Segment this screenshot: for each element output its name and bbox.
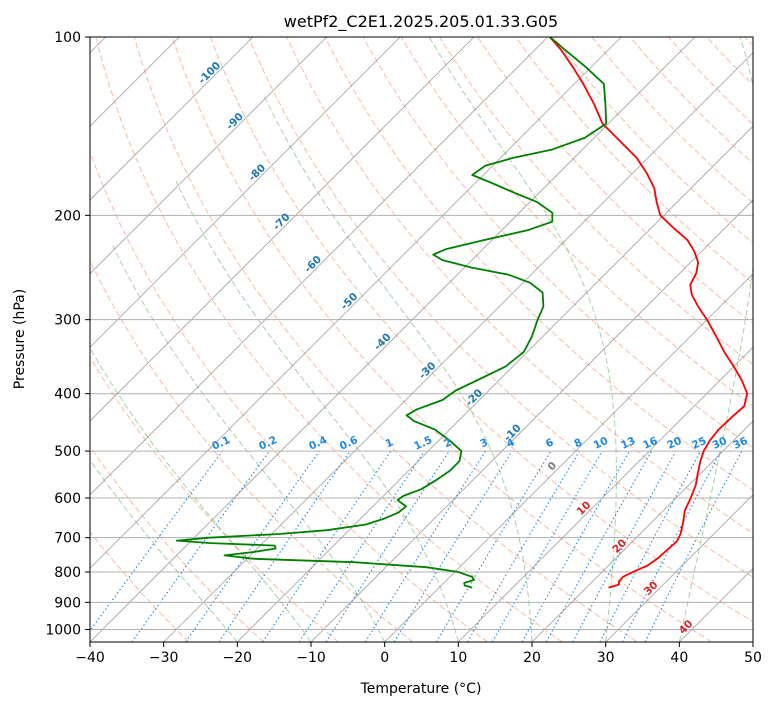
y-axis: 100 200 300 400 500 600 700 800 900 1000 (45, 30, 90, 638)
isotherm-line (237, 125, 753, 642)
dry-adiabat (324, 37, 753, 491)
dry-adiabat (438, 37, 753, 366)
mixing-ratio-line (467, 450, 580, 642)
mixing-ratio-label: 4 (505, 436, 517, 450)
isotherm-line (605, 494, 753, 642)
mixing-ratio-lines (90, 450, 743, 642)
mixing-ratio-label: 2 (442, 436, 454, 450)
mixing-ratio-line (393, 450, 513, 642)
dry-adiabat (95, 37, 563, 642)
isotherm-line (310, 199, 753, 642)
y-tick-label: 400 (54, 387, 81, 403)
mixing-ratio-line (364, 450, 486, 642)
y-tick-label: 1000 (45, 622, 81, 638)
mixing-ratio-label: 6 (544, 436, 556, 450)
isotherm-line (90, 37, 475, 422)
isotherm-line (90, 37, 254, 201)
moist-adiabat (752, 640, 753, 642)
y-tick-label: 600 (54, 491, 81, 507)
y-axis-label: Pressure (hPa) (12, 289, 28, 389)
mixing-ratio-line (218, 450, 351, 642)
mixing-ratio-label: 36 (731, 435, 749, 452)
mixing-ratio-line (185, 450, 320, 642)
chart-title: wetPf2_C2E1.2025.205.01.33.G05 (284, 12, 558, 32)
y-tick-label: 200 (54, 208, 81, 224)
dry-adiabat (210, 37, 753, 623)
dry-adiabat (133, 37, 638, 642)
dry-adiabat (515, 37, 753, 284)
dry-adiabat (286, 37, 753, 534)
isotherm-line (90, 37, 327, 275)
mixing-ratio-label: 13 (619, 435, 637, 452)
mixing-ratio-line (521, 450, 630, 642)
mixing-ratio-line (491, 450, 603, 642)
mixing-ratio-label: 10 (592, 435, 610, 452)
y-tick-label: 300 (54, 313, 81, 329)
x-tick-label: 0 (380, 650, 389, 666)
dry-adiabat (248, 37, 753, 578)
isotherm-line (90, 37, 401, 348)
dry-adiabat (90, 531, 190, 642)
skewed-isotherms (90, 37, 753, 642)
profile-series (175, 37, 749, 589)
y-tick-label: 700 (54, 531, 81, 547)
plot-background (90, 37, 753, 642)
moist-adiabat (90, 459, 238, 642)
mixing-ratio-label: 30 (711, 435, 729, 452)
isotherm-line (531, 420, 753, 642)
dry-adiabat (477, 37, 753, 325)
moist-adiabat (175, 180, 459, 642)
x-tick-label: 30 (597, 650, 615, 666)
y-tick-label: 500 (54, 444, 81, 460)
moist-adiabat (428, 37, 617, 642)
isotherm-line (458, 346, 753, 642)
moist-adiabats (90, 37, 753, 642)
x-axis: −40 −30 −20 −10 0 10 20 30 40 50 (75, 642, 762, 666)
x-tick-label: 20 (523, 650, 541, 666)
mixing-ratio-label: 25 (690, 435, 708, 452)
x-tick-label: 50 (744, 650, 762, 666)
mixing-ratio-label: 1 (384, 436, 396, 450)
mixing-ratio-line (435, 450, 552, 642)
moist-adiabat (678, 37, 753, 642)
x-tick-label: −20 (223, 650, 253, 666)
mixing-ratio-line (131, 450, 270, 642)
x-axis-label: Temperature (°C) (360, 681, 482, 697)
plot-frame (89, 36, 754, 643)
dry-adiabats (90, 37, 753, 642)
y-tick-label: 900 (54, 595, 81, 611)
moist-adiabat (112, 245, 386, 642)
isotherm-line (752, 641, 753, 642)
x-tick-label: 10 (449, 650, 467, 666)
temperature-profile (549, 37, 749, 589)
isotherm-line (90, 37, 548, 496)
dry-adiabat (591, 37, 753, 204)
mixing-ratio-line (90, 450, 223, 632)
mixing-ratio-line (325, 450, 450, 642)
dry-adiabat (90, 150, 488, 642)
dry-adiabat (90, 259, 414, 642)
x-tick-label: 40 (670, 650, 688, 666)
moist-adiabat (263, 94, 533, 642)
isotherm-line (90, 37, 622, 569)
y-tick-label: 800 (54, 565, 81, 581)
x-tick-label: −30 (149, 650, 179, 666)
mixing-ratio-label: 3 (478, 436, 490, 450)
mixing-ratio-label: 20 (665, 435, 683, 452)
dry-adiabat (629, 37, 753, 165)
pressure-gridlines (90, 37, 753, 630)
dry-adiabat (400, 37, 753, 407)
y-tick-label: 100 (54, 30, 81, 46)
dewpoint-profile (175, 37, 608, 589)
mixing-ratio-label: 8 (572, 436, 584, 450)
moist-adiabat (90, 347, 312, 642)
dry-adiabat (553, 37, 753, 244)
isotherm-line (163, 52, 753, 642)
mixing-ratio-line (572, 450, 677, 642)
x-tick-label: −40 (75, 650, 105, 666)
mixing-ratio-label: 16 (641, 435, 659, 452)
x-tick-label: −10 (296, 650, 326, 666)
isotherm-line (384, 273, 753, 642)
